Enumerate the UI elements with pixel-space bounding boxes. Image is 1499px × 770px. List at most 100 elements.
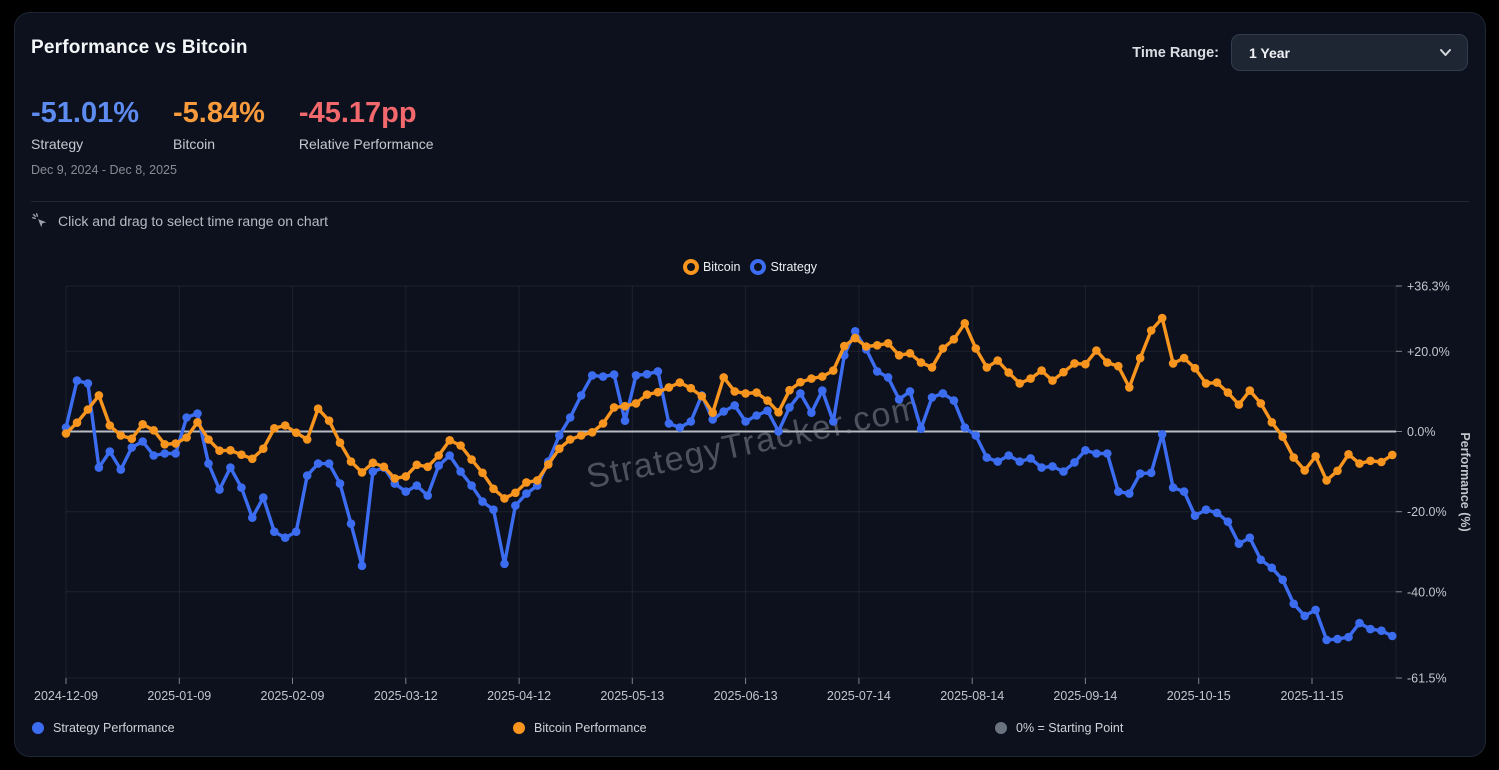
strategy-point[interactable] xyxy=(993,457,1002,466)
bitcoin-point[interactable] xyxy=(818,372,827,381)
strategy-point[interactable] xyxy=(609,370,619,379)
bitcoin-point[interactable] xyxy=(1135,353,1145,363)
strategy-point[interactable] xyxy=(1223,517,1233,526)
bitcoin-point[interactable] xyxy=(368,458,378,468)
strategy-point[interactable] xyxy=(1311,605,1320,615)
bitcoin-point[interactable] xyxy=(445,436,455,445)
bitcoin-point[interactable] xyxy=(160,440,169,449)
bitcoin-point[interactable] xyxy=(1223,388,1233,397)
strategy-point[interactable] xyxy=(226,463,235,472)
strategy-point[interactable] xyxy=(850,327,860,336)
strategy-point[interactable] xyxy=(204,459,213,468)
strategy-point[interactable] xyxy=(401,487,411,496)
bitcoin-point[interactable] xyxy=(1037,366,1046,375)
bitcoin-point[interactable] xyxy=(850,333,860,343)
bitcoin-point[interactable] xyxy=(1081,359,1090,369)
bitcoin-point[interactable] xyxy=(357,468,367,477)
bitcoin-point[interactable] xyxy=(1388,450,1397,460)
bitcoin-point[interactable] xyxy=(1146,326,1156,335)
bitcoin-point[interactable] xyxy=(72,418,82,428)
strategy-point[interactable] xyxy=(949,396,959,405)
strategy-point[interactable] xyxy=(620,416,630,426)
strategy-point[interactable] xyxy=(1267,563,1277,573)
bitcoin-point[interactable] xyxy=(730,387,739,396)
bitcoin-point[interactable] xyxy=(259,444,268,454)
strategy-point[interactable] xyxy=(576,391,586,400)
bitcoin-point[interactable] xyxy=(215,446,224,456)
bitcoin-point[interactable] xyxy=(226,446,235,455)
strategy-point[interactable] xyxy=(829,417,838,426)
strategy-point[interactable] xyxy=(785,403,794,412)
strategy-point[interactable] xyxy=(489,505,498,514)
bitcoin-point[interactable] xyxy=(412,460,422,470)
strategy-point[interactable] xyxy=(1300,611,1309,621)
strategy-point[interactable] xyxy=(500,559,509,569)
strategy-point[interactable] xyxy=(149,451,158,460)
bitcoin-point[interactable] xyxy=(335,438,345,448)
bitcoin-point[interactable] xyxy=(796,377,805,387)
strategy-point[interactable] xyxy=(248,513,257,522)
strategy-point[interactable] xyxy=(1256,555,1266,565)
bitcoin-point[interactable] xyxy=(916,358,926,367)
strategy-point[interactable] xyxy=(1146,468,1156,478)
strategy-point[interactable] xyxy=(675,423,685,432)
bitcoin-point[interactable] xyxy=(1114,361,1123,371)
strategy-point[interactable] xyxy=(631,371,641,380)
bitcoin-point[interactable] xyxy=(379,462,389,472)
strategy-point[interactable] xyxy=(127,443,137,452)
strategy-point[interactable] xyxy=(730,401,739,410)
strategy-point[interactable] xyxy=(982,453,992,462)
strategy-point[interactable] xyxy=(522,489,531,498)
strategy-point[interactable] xyxy=(467,481,476,490)
strategy-point[interactable] xyxy=(587,371,597,380)
bitcoin-point[interactable] xyxy=(1201,379,1211,388)
bitcoin-point[interactable] xyxy=(631,399,641,408)
bitcoin-point[interactable] xyxy=(774,408,783,417)
bitcoin-point[interactable] xyxy=(401,472,411,481)
bitcoin-point[interactable] xyxy=(1026,374,1035,383)
bitcoin-point[interactable] xyxy=(171,439,180,448)
strategy-point[interactable] xyxy=(302,471,312,480)
strategy-point[interactable] xyxy=(434,461,444,470)
bitcoin-point[interactable] xyxy=(116,431,126,440)
strategy-point[interactable] xyxy=(270,527,279,536)
bitcoin-point[interactable] xyxy=(1289,453,1298,462)
strategy-point[interactable] xyxy=(1212,508,1222,518)
strategy-point[interactable] xyxy=(1015,457,1024,466)
bitcoin-point[interactable] xyxy=(1103,358,1112,367)
strategy-point[interactable] xyxy=(1103,449,1112,458)
strategy-point[interactable] xyxy=(423,491,433,500)
bitcoin-point[interactable] xyxy=(664,383,674,392)
performance-chart[interactable]: +36.3% +20.0% 0.0% -20.0% -40.0% -61.5% 2024-1… xyxy=(15,13,1487,758)
strategy-point[interactable] xyxy=(1114,487,1123,496)
strategy-point[interactable] xyxy=(894,395,904,404)
bitcoin-point[interactable] xyxy=(346,457,356,466)
strategy-point[interactable] xyxy=(291,527,301,536)
strategy-point[interactable] xyxy=(642,369,652,379)
bitcoin-point[interactable] xyxy=(489,484,498,494)
strategy-point[interactable] xyxy=(1059,467,1068,476)
bitcoin-point[interactable] xyxy=(576,431,586,440)
time-range-select[interactable]: 1 Year xyxy=(1231,34,1468,71)
strategy-point[interactable] xyxy=(555,431,564,440)
strategy-point[interactable] xyxy=(1092,449,1101,458)
bitcoin-point[interactable] xyxy=(1092,346,1101,355)
bitcoin-point[interactable] xyxy=(807,374,816,383)
strategy-point[interactable] xyxy=(116,465,126,474)
strategy-point[interactable] xyxy=(565,413,575,422)
strategy-point[interactable] xyxy=(1344,632,1353,642)
strategy-point[interactable] xyxy=(1037,463,1046,472)
bitcoin-point[interactable] xyxy=(456,441,465,450)
bitcoin-point[interactable] xyxy=(182,433,191,442)
legend-item-strategy[interactable]: Strategy xyxy=(750,259,817,275)
strategy-point[interactable] xyxy=(752,411,761,420)
strategy-point[interactable] xyxy=(807,408,816,418)
bitcoin-point[interactable] xyxy=(872,341,882,350)
strategy-point[interactable] xyxy=(1322,635,1331,645)
bitcoin-point[interactable] xyxy=(1059,367,1068,377)
bitcoin-point[interactable] xyxy=(1245,386,1255,395)
bitcoin-point[interactable] xyxy=(149,426,158,435)
strategy-point[interactable] xyxy=(1135,469,1145,478)
strategy-point[interactable] xyxy=(1377,626,1386,635)
strategy-point[interactable] xyxy=(94,463,104,472)
